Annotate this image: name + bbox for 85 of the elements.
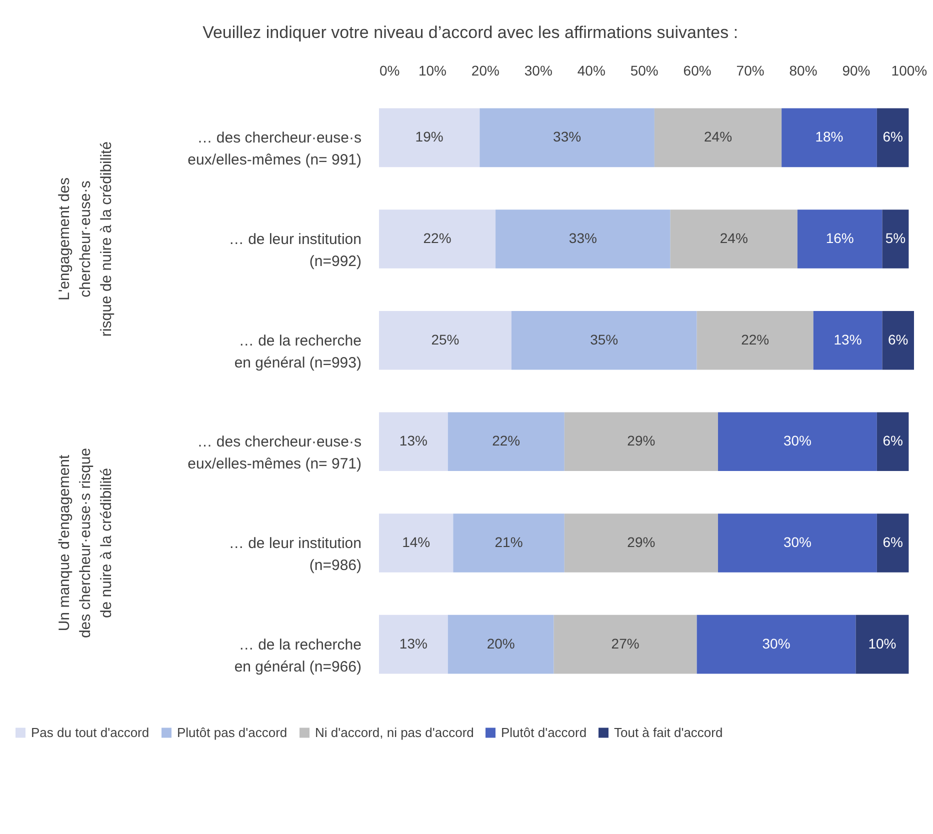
x-tick-label: 0% <box>380 62 400 78</box>
x-tick-label: 20% <box>471 62 500 78</box>
bar <box>718 412 877 472</box>
bar <box>379 412 448 472</box>
data-label: 6% <box>882 128 903 145</box>
bar <box>670 210 798 268</box>
bar <box>654 108 782 168</box>
x-tick-label: 10% <box>418 62 446 78</box>
data-label: 13% <box>834 331 862 348</box>
data-label: 22% <box>423 230 452 246</box>
bar <box>379 514 454 572</box>
bar <box>876 108 909 168</box>
x-tick-label: 70% <box>736 62 764 78</box>
data-label: 22% <box>741 331 770 348</box>
bar <box>876 412 909 472</box>
data-label: 19% <box>415 128 444 145</box>
data-label: 30% <box>783 432 812 449</box>
data-label: 30% <box>783 534 812 550</box>
x-tick-label: 40% <box>577 62 606 78</box>
bar <box>696 614 856 674</box>
data-label: 13% <box>399 432 428 449</box>
data-label: 6% <box>888 331 908 348</box>
y-tick-label: … de la recherche en général (n=993) <box>234 332 362 372</box>
text: L'engagement des chercheur·euse·s risque de nuire à la crédibilité <box>56 141 115 337</box>
bar <box>448 614 554 674</box>
bar <box>882 310 914 370</box>
bar <box>564 412 718 472</box>
bar <box>379 108 480 168</box>
x-tick-label: 30% <box>524 62 552 78</box>
x-tick-label: 90% <box>842 62 870 78</box>
bar <box>511 310 697 370</box>
bar <box>876 514 909 572</box>
bar <box>696 310 814 370</box>
bar <box>813 310 882 370</box>
legend-label: Plutôt d'accord <box>501 724 587 740</box>
data-label: 10% <box>868 635 896 652</box>
bar <box>554 614 697 674</box>
bar <box>882 210 909 268</box>
data-label: 16% <box>826 230 854 246</box>
bar <box>480 108 654 168</box>
x-tick-label: 50% <box>630 62 658 78</box>
data-label: 5% <box>885 230 906 246</box>
y-tick-label: … des chercheur·euse·s eux/elles-mêmes (n= 971) <box>188 434 362 473</box>
data-label: 22% <box>492 432 520 449</box>
y-tick-label: … de la recherche en général (n=966) <box>234 636 362 676</box>
bar <box>718 514 877 572</box>
data-label: 29% <box>627 432 656 449</box>
bar <box>379 614 448 674</box>
bar <box>496 210 670 268</box>
legend-label: Pas du tout d'accord <box>31 724 150 740</box>
bar <box>856 614 909 674</box>
y-tick-label: … des chercheur·euse·s eux/elles-mêmes (n= 991) <box>188 130 362 169</box>
y-tick-label: … de leur institution (n=992) <box>228 231 362 270</box>
x-tick-label: 80% <box>789 62 818 78</box>
bar <box>564 514 718 572</box>
data-label: 33% <box>553 128 582 145</box>
data-label: 24% <box>720 230 748 246</box>
chart-title: Veuillez indiquer votre niveau d’accord avec les affirmations suivantes : <box>202 23 738 42</box>
data-label: 6% <box>882 534 903 550</box>
text: Un manque d'engagement des chercheur·euse·s risque de nuire à la crédibilité <box>56 448 115 638</box>
data-label: 18% <box>815 128 844 145</box>
bar <box>782 108 877 168</box>
legend-label: Plutôt pas d'accord <box>177 724 288 740</box>
data-label: 33% <box>568 230 597 246</box>
x-tick-label: 60% <box>683 62 712 78</box>
data-label: 30% <box>762 635 790 652</box>
bar <box>448 412 564 472</box>
bar <box>379 210 496 268</box>
data-label: 20% <box>486 635 515 652</box>
data-label: 25% <box>431 331 460 348</box>
data-label: 29% <box>627 534 656 550</box>
data-label: 27% <box>611 635 640 652</box>
data-label: 21% <box>494 534 523 550</box>
x-tick-label: 100% <box>891 62 928 78</box>
data-label: 24% <box>704 128 732 145</box>
bar <box>453 514 564 572</box>
legend-label: Tout à fait d'accord <box>614 724 723 740</box>
data-label: 14% <box>402 534 430 550</box>
bar <box>379 310 512 370</box>
bar <box>797 210 882 268</box>
y-tick-label: … de leur institution (n=986) <box>228 534 362 574</box>
legend-label: Ni d'accord, ni pas d'accord <box>315 724 474 740</box>
data-label: 6% <box>882 432 903 449</box>
data-label: 13% <box>399 635 428 652</box>
data-label: 35% <box>590 331 618 348</box>
